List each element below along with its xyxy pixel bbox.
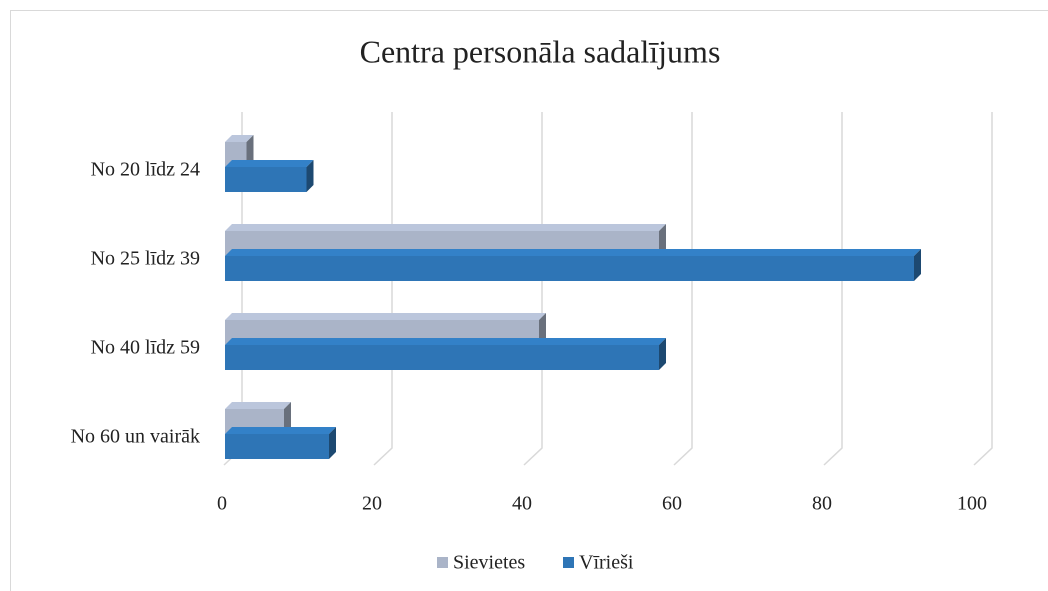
grid-line — [673, 112, 693, 466]
bar-top — [225, 224, 666, 231]
bar-side — [284, 402, 291, 434]
chart-title: Centra personāla sadalījums — [360, 33, 721, 69]
bar-side — [659, 224, 666, 256]
y-tick-label: No 25 līdz 39 — [91, 248, 200, 270]
legend-label: Vīrieši — [579, 552, 634, 574]
legend-label: Sievietes — [453, 552, 525, 574]
bar — [225, 427, 336, 459]
bar-front — [225, 434, 329, 459]
bar-top — [225, 338, 666, 345]
bar-top — [225, 135, 254, 142]
bar-side — [659, 338, 666, 370]
legend-swatch — [437, 557, 448, 568]
grid-line — [823, 112, 843, 466]
x-tick-label: 60 — [662, 493, 682, 515]
y-tick-label: No 60 un vairāk — [71, 426, 200, 448]
y-tick-label: No 20 līdz 24 — [91, 159, 200, 181]
bar-top — [225, 313, 546, 320]
bar-side — [329, 427, 336, 459]
bar-top — [225, 427, 336, 434]
grid-line — [973, 112, 993, 466]
x-tick-label: 100 — [957, 493, 987, 515]
x-tick-label: 20 — [362, 493, 382, 515]
bar — [225, 249, 921, 281]
bar — [225, 160, 314, 192]
chart-border — [10, 10, 1048, 591]
bar-top — [225, 402, 291, 409]
y-tick-label: No 40 līdz 59 — [91, 337, 200, 359]
x-tick-label: 80 — [812, 493, 832, 515]
bar — [225, 338, 666, 370]
legend-swatch — [563, 557, 574, 568]
bar-front — [225, 167, 307, 192]
bar-front — [225, 345, 659, 370]
bar-side — [539, 313, 546, 345]
bar-front — [225, 256, 914, 281]
x-tick-label: 40 — [512, 493, 532, 515]
bar-top — [225, 160, 314, 167]
bar-top — [225, 249, 921, 256]
x-tick-label: 0 — [217, 493, 227, 515]
bar-side — [914, 249, 921, 281]
bar-side — [246, 135, 254, 167]
bar-side — [306, 160, 314, 192]
